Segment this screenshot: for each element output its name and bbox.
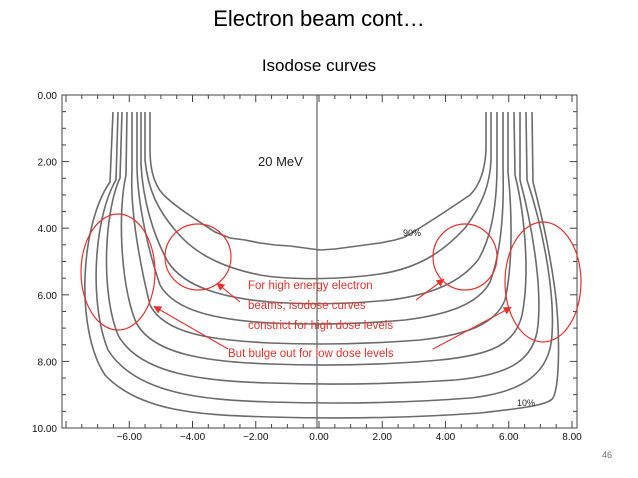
- isodose-curve-20: [95, 111, 554, 404]
- isodose-curve-10: [84, 111, 560, 419]
- x-tick-label: 4.00: [436, 432, 456, 443]
- slide-subtitle: Isodose curves: [261, 56, 377, 75]
- isodose-curve-30: [105, 111, 540, 385]
- axis-ticks: [62, 94, 577, 429]
- isodose-curve-50: [130, 112, 512, 345]
- x-tick-label: −6.00: [117, 432, 143, 443]
- curve-label-90: 90%: [403, 228, 421, 238]
- x-tick-label: 8.00: [562, 432, 582, 443]
- slide-title: Electron beam cont…: [213, 6, 425, 31]
- y-tick-label: 2.00: [38, 158, 58, 169]
- page-number: 46: [601, 450, 612, 460]
- y-tick-label: 4.00: [38, 224, 58, 235]
- y-tick-label: 6.00: [38, 291, 58, 302]
- annotation-ellipses: [80, 213, 582, 343]
- arrow-to-right-bulge: [432, 307, 512, 350]
- annotation-constrict-line-2: beams, isodose curves: [248, 300, 366, 312]
- annotation-constrict-line-3: constrict for high dose levels: [248, 320, 393, 332]
- annotation-arrows: [153, 278, 512, 350]
- isodose-curve-60: [136, 112, 505, 325]
- x-tick-labels: −6.00 −4.00 −2.00 0.00 2.00 4.00 6.00 8.00: [117, 432, 583, 443]
- arrow-to-right-constrict: [415, 278, 445, 301]
- x-tick-label: 2.00: [373, 432, 393, 443]
- ellipse-left-constrict: [164, 223, 232, 291]
- ellipse-right-bulge: [504, 221, 582, 343]
- y-tick-label: 0.00: [38, 91, 58, 102]
- arrow-to-left-constrict: [216, 282, 241, 303]
- ellipse-left-bulge: [80, 213, 156, 331]
- x-tick-label: 6.00: [499, 432, 519, 443]
- energy-label: 20 MeV: [258, 154, 303, 169]
- isodose-curves: [84, 111, 560, 419]
- isodose-curve-40: [120, 111, 527, 366]
- y-tick-labels: 0.00 2.00 4.00 6.00 8.00 10.00: [32, 91, 57, 435]
- x-tick-label: −4.00: [180, 432, 206, 443]
- isodose-curve-80: [144, 112, 492, 280]
- x-tick-label: 0.00: [309, 432, 329, 443]
- y-tick-label: 8.00: [38, 357, 58, 368]
- annotation-bulge: But bulge out for low dose levels: [228, 348, 394, 360]
- annotation-constrict-line-1: For high energy electron: [248, 280, 373, 292]
- y-tick-label: 10.00: [32, 424, 57, 435]
- curve-label-10: 10%: [517, 398, 535, 408]
- x-tick-label: −2.00: [243, 432, 269, 443]
- isodose-curve-90: [149, 112, 487, 251]
- ellipse-right-constrict: [432, 223, 498, 291]
- arrow-to-left-bulge: [153, 306, 229, 350]
- isodose-curve-70: [140, 112, 498, 305]
